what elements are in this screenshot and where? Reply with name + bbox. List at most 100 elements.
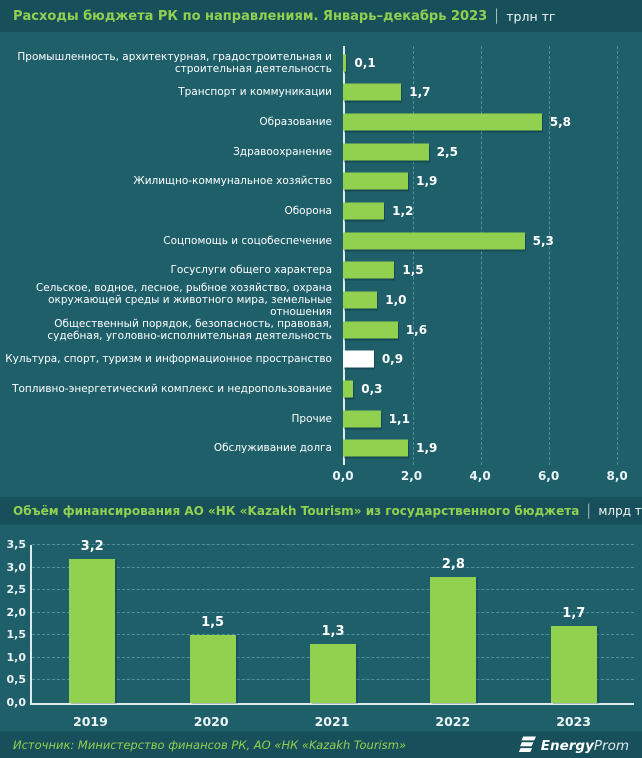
y-axis-tick-label: 0,5 [6,673,27,687]
bar-value-label: 1,2 [392,204,414,219]
chart1-row-plot: 0,3 [343,374,637,404]
bar [430,576,477,703]
energyprom-wordmark: EnergyProm [541,735,629,754]
chart1-row: Транспорт и коммуникации 1,7 [0,78,642,108]
year-label: 2021 [314,714,350,729]
chart2-title-separator: | [586,501,592,519]
y-axis-tick-label: 2,5 [6,583,27,597]
chart1-row: Культура, спорт, туризм и информационное… [0,344,642,374]
bar-value-label: 3,2 [80,538,104,554]
chart1-row-plot: 1,6 [343,315,637,345]
footer-band: Источник: Министерство финансов РК, АО «… [0,731,642,758]
category-label: Топливно-энергетический комплекс и недро… [12,382,332,395]
bar [69,558,116,703]
bar [343,261,395,279]
chart2-plot-area: 3,2 1,5 1,3 2,8 1,7 [30,539,634,705]
bar [343,172,409,190]
chart1-unit-label: трлн тг [506,8,556,24]
bar [343,232,525,250]
category-label: Соцпомощь и соцобеспечение [163,234,332,247]
chart1-row-plot: 1,9 [343,167,637,197]
bar-value-label: 0,1 [354,55,376,70]
logo-prom-text: Prom [593,738,629,754]
chart1-row-plot: 1,7 [343,78,637,108]
bar [343,143,429,161]
chart1-row: Промышленность, архитектурная, градостро… [0,48,642,78]
bar [550,626,597,703]
bar [310,644,356,703]
category-label: Прочие [291,412,332,425]
x-axis-tick-label: 0,0 [332,469,354,483]
bar-value-label: 2,5 [436,144,458,159]
bar-value-label: 5,8 [549,115,571,130]
chart2-x-axis-labels: 2019 2020 2021 2022 2023 [30,714,634,730]
chart2-header-band: Объём финансирования АО «НК «Kazakh Tour… [0,497,642,525]
chart1-row: Образование 5,8 [0,107,642,137]
y-axis-tick-label: 1,0 [6,650,27,664]
chart1-row: Госуслуги общего характера 1,5 [0,255,642,285]
chart1-row: Соцпомощь и соцобеспечение 5,3 [0,226,642,256]
x-axis-tick-label: 8,0 [606,469,628,483]
x-axis-tick-label: 6,0 [537,469,560,483]
bar [343,113,542,131]
category-label: Образование [259,116,332,129]
bar-value-label: 1,9 [416,174,438,189]
year-label: 2023 [556,714,591,729]
chart2-bar-group: 1,7 [544,545,604,703]
bar-value-label: 1,5 [402,263,424,278]
chart1-row: Сельское, водное, лесное, рыбное хозяйст… [0,281,642,318]
chart2-bar-group: 1,3 [303,545,363,703]
chart1-row: Топливно-энергетический комплекс и недро… [0,374,642,404]
chart1-row-plot: 1,2 [343,196,637,226]
energyprom-icon [518,736,536,752]
chart2-bar-group: 2,8 [423,545,483,703]
chart1-rows: Промышленность, архитектурная, градостро… [0,48,642,463]
source-note: Источник: Министерство финансов РК, АО «… [13,737,407,752]
bar-value-label: 1,5 [201,615,225,631]
chart1-row-plot: 1,5 [343,255,637,285]
bar [343,410,381,427]
gridline-horizontal [32,611,634,613]
category-label: Оборона [284,205,332,218]
y-axis-tick-label: 2,0 [6,605,27,619]
bar-value-label: 1,6 [405,322,428,337]
bar-value-label: 1,7 [409,85,431,100]
category-label: Общественный порядок, безопасность, прав… [47,317,332,342]
chart2-bar-group: 3,2 [62,539,122,703]
chart1-row-plot: 2,5 [343,137,637,167]
bar [343,291,378,309]
gridline-horizontal [32,544,634,545]
gridline-horizontal [32,589,634,591]
y-axis-tick-label: 0,0 [6,696,27,709]
bar [343,83,402,101]
gridline-horizontal [32,566,634,568]
chart1-header-band: Расходы бюджета РК по направлениям. Янва… [0,0,642,32]
year-label: 2022 [435,714,471,729]
chart1-row: Оборона 1,2 [0,196,642,226]
bar-value-label: 0,9 [381,352,404,367]
category-label: Сельское, водное, лесное, рыбное хозяйст… [35,281,332,318]
bar-value-label: 5,3 [532,233,554,248]
chart1-row: Жилищно-коммунальное хозяйство 1,9 [0,167,642,197]
logo-energy-text: Energy [540,738,594,754]
chart1-row: Обслуживание долга 1,9 [0,433,642,463]
bar-value-label: 1,0 [385,292,407,307]
bar [343,380,354,398]
chart1-row-plot: 0,9 [343,344,637,374]
chart1-title: Расходы бюджета РК по направлениям. Янва… [13,8,488,24]
x-axis-tick-label: 4,0 [469,469,491,483]
chart1-row: Прочие 1,1 [0,404,642,434]
chart1-row-plot: 1,0 [343,285,637,315]
chart1-row-plot: 5,8 [343,107,637,137]
chart1-row: Общественный порядок, безопасность, прав… [0,315,642,345]
bar [343,54,347,72]
bar [343,202,385,220]
kazakh-tourism-funding-chart: 3,2 1,5 1,3 2,8 1,7 2019 2020 2021 2022 2023 0,0… [0,525,642,731]
bar-value-label: 1,9 [416,441,438,456]
bar [189,635,236,703]
category-label: Здравоохранение [233,145,332,158]
bar-value-label: 0,3 [361,381,383,396]
year-label: 2020 [193,714,229,729]
chart1-row-plot: 0,1 [343,48,637,78]
chart2-title: Объём финансирования АО «НК «Kazakh Tour… [13,504,580,518]
